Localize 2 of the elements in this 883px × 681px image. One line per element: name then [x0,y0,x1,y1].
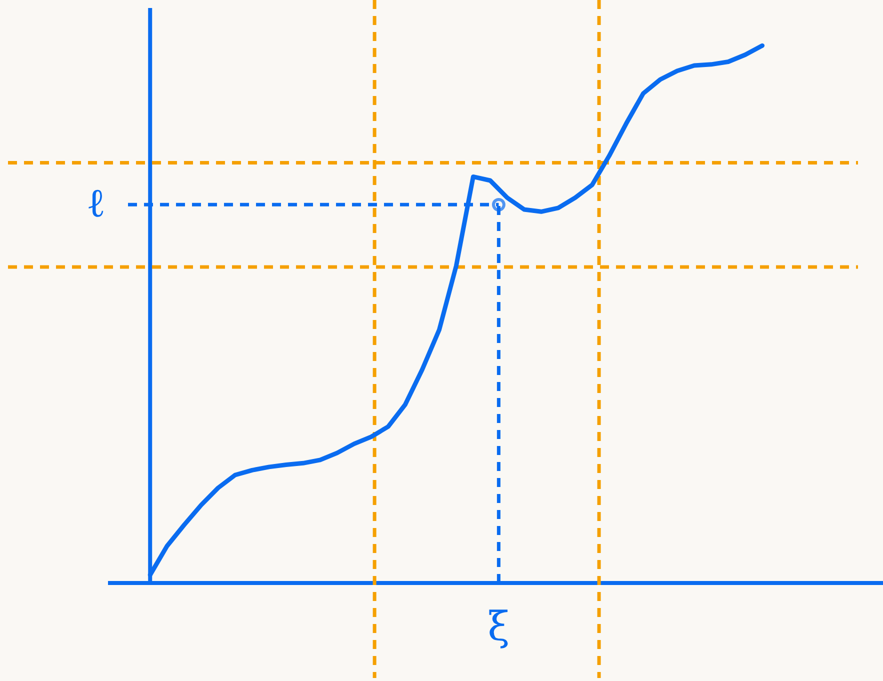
text: ξ [488,604,510,650]
ref-line-label: ℓ [86,180,106,227]
